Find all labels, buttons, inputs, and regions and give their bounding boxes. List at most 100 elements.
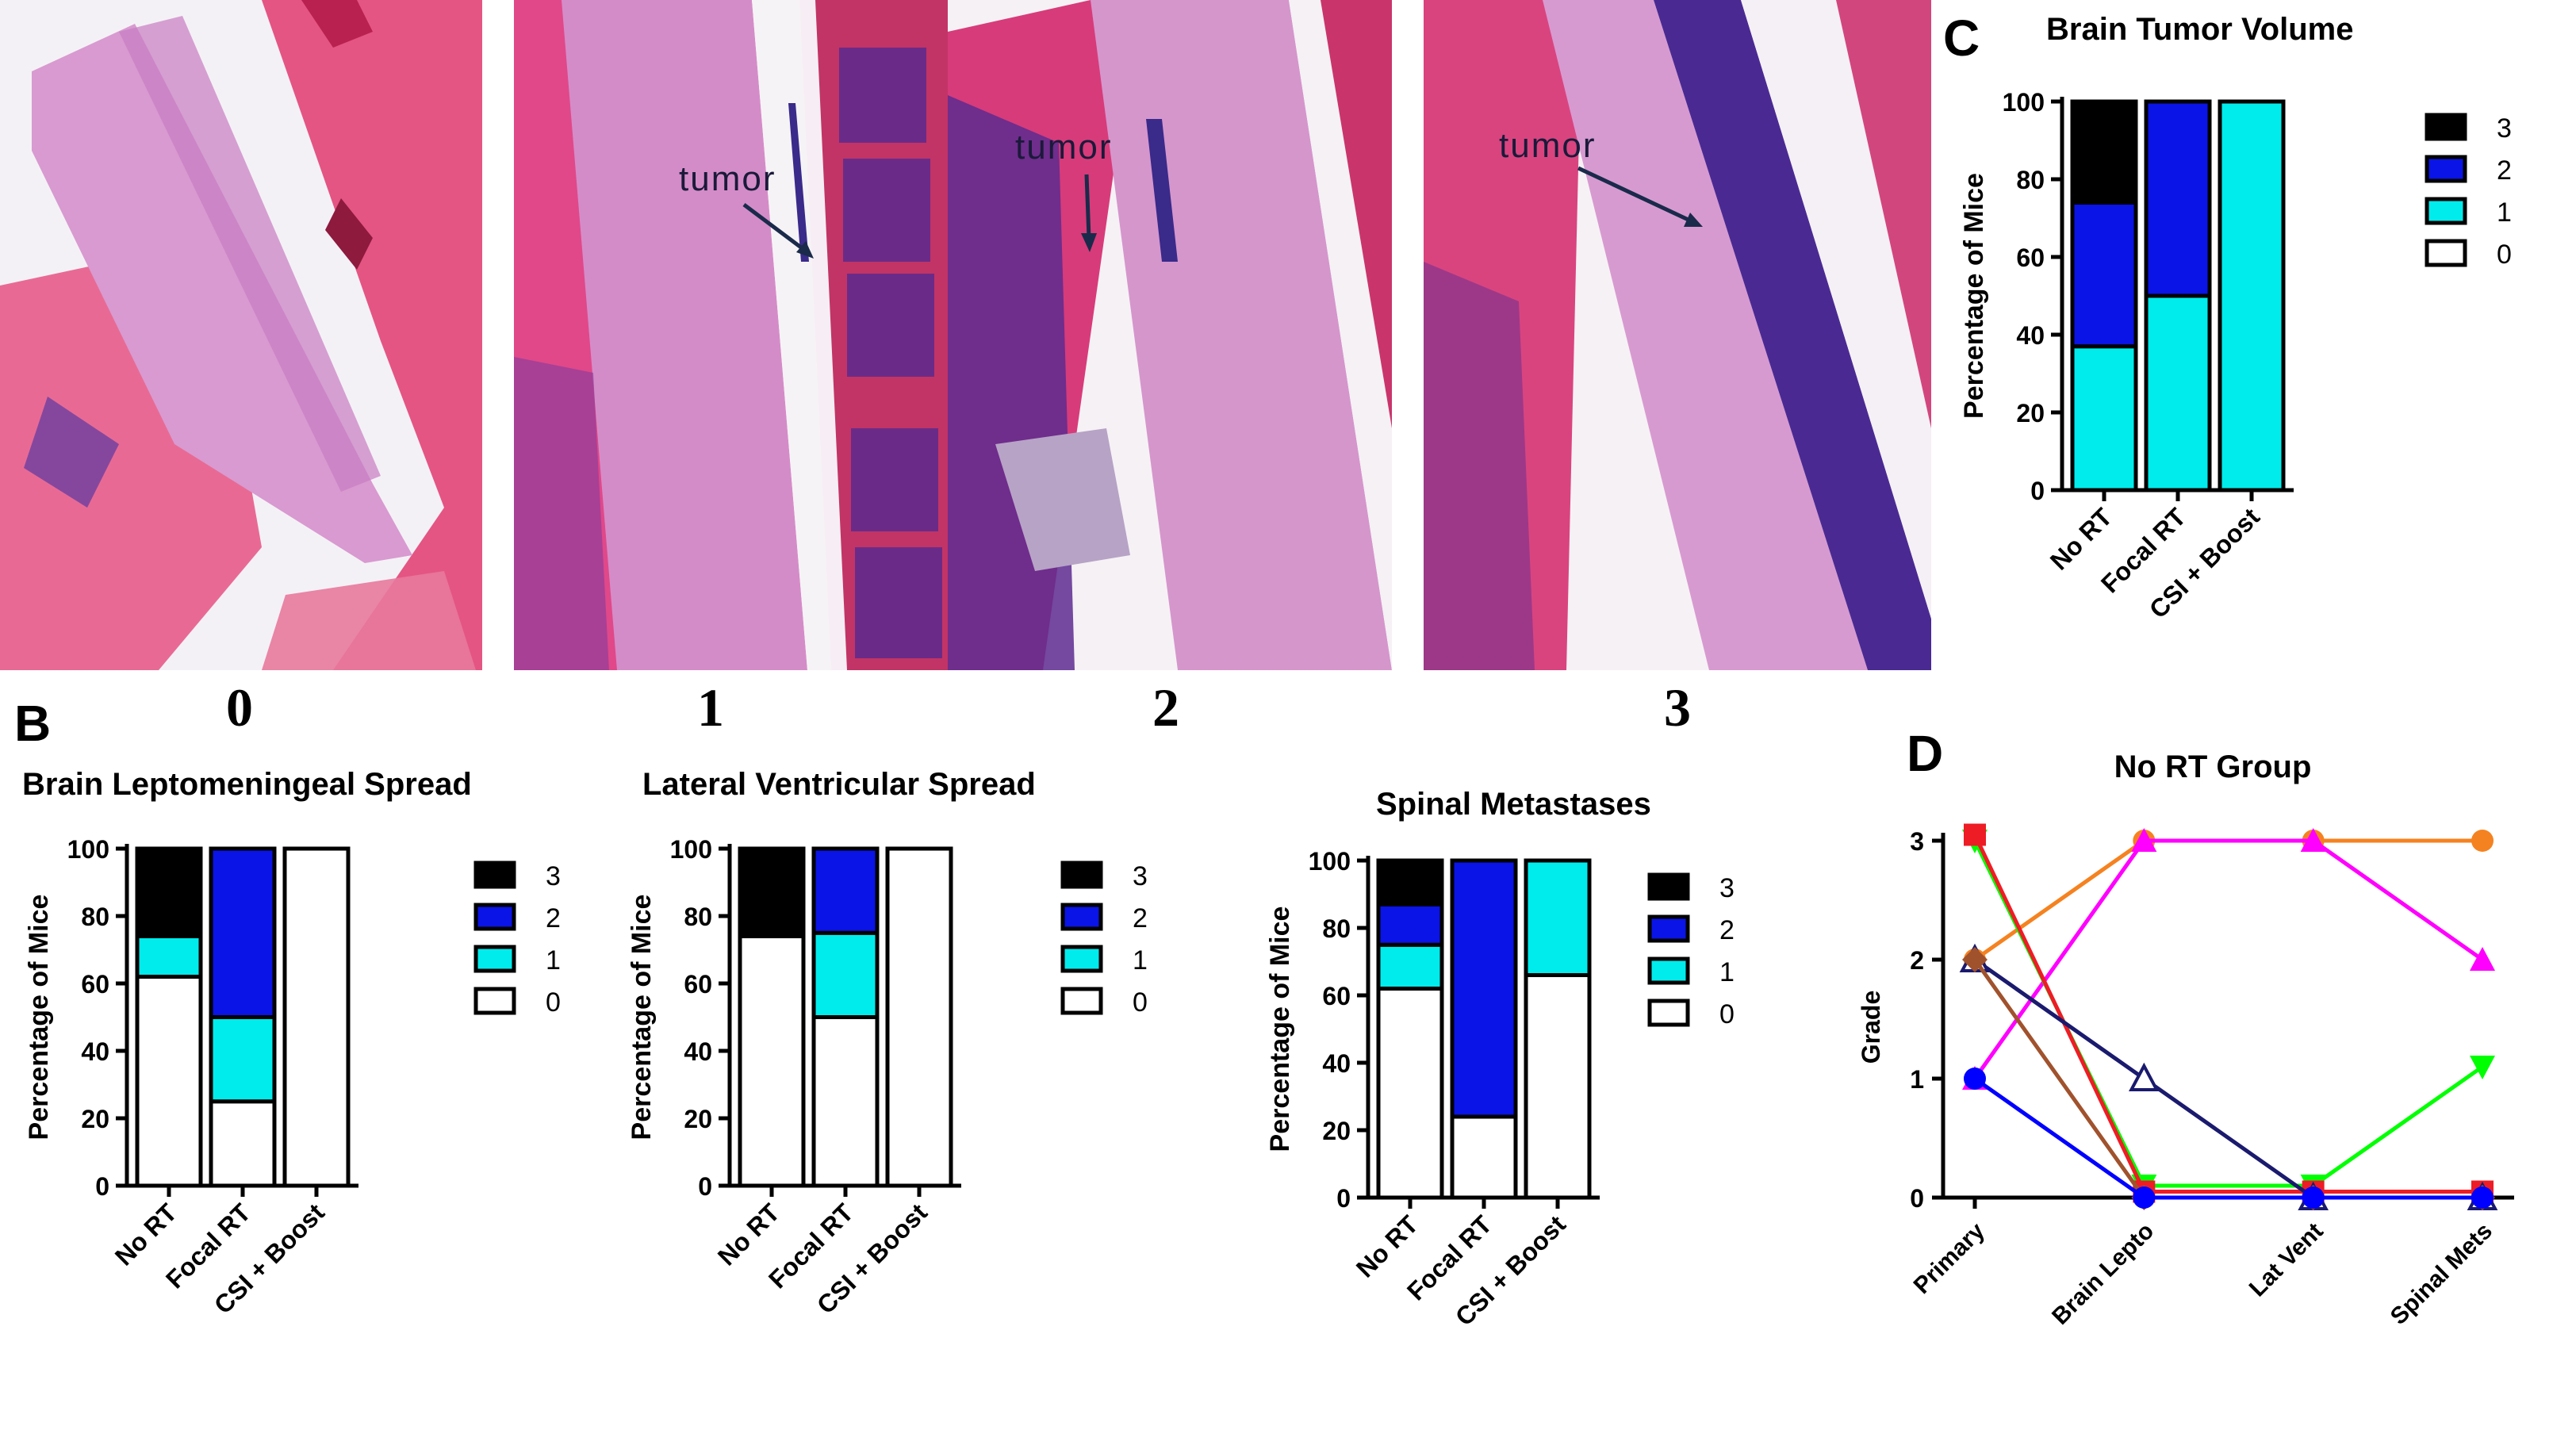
- legend-swatch-grade-2: [1060, 903, 1103, 931]
- line-series-7: [1964, 1068, 2494, 1209]
- bar-segment-grade-0: [885, 846, 953, 1188]
- chart-brain-leptomeningeal-spread: Brain Leptomeningeal Spread Percentage of…: [22, 767, 561, 1320]
- bar-segment-grade-2: [811, 846, 880, 935]
- marker-triangle-up: [2131, 828, 2157, 852]
- panel-letter-b: B: [14, 695, 52, 752]
- bar-segment-grade-3: [2070, 99, 2138, 205]
- tumor-label-grade-2: tumor: [1015, 128, 1112, 167]
- y-tick-label: 60: [2016, 243, 2045, 272]
- y-tick-label: 60: [1322, 982, 1351, 1010]
- panel-letter-d: D: [1907, 725, 1944, 782]
- x-tick-label: No RT: [2045, 502, 2118, 575]
- histology-image-grade-3: tumor: [1424, 0, 1931, 670]
- grade-label-3: 3: [1664, 677, 1691, 738]
- legend-swatch-grade-3: [1647, 872, 1690, 901]
- legend-label: 1: [1719, 957, 1735, 987]
- x-tick-label: Primary: [1909, 1217, 1991, 1299]
- x-tick-label: Spinal Mets: [2386, 1218, 2497, 1330]
- y-tick-label: 0: [698, 1172, 712, 1201]
- series-line: [1972, 838, 2484, 1080]
- y-tick-label: 100: [1309, 847, 1351, 876]
- marker-triangle-up: [2470, 947, 2495, 971]
- chart-no-rt-group: No RT Group Grade 0 1 2 3 Primary Brain Lepto La…: [1857, 749, 2514, 1330]
- bar-segment-grade-2: [2144, 99, 2212, 298]
- legend-swatch-grade-2: [1647, 914, 1690, 943]
- y-tick-label: 40: [81, 1037, 109, 1066]
- bar-segment-grade-3: [738, 846, 806, 938]
- bar-segment-grade-0: [1376, 987, 1444, 1200]
- marker-triangle-up: [2300, 828, 2326, 852]
- grade-label-0: 0: [226, 677, 253, 738]
- legend-label: 2: [1133, 903, 1148, 933]
- line-series-4: [1964, 823, 2494, 1203]
- legend-swatch-grade-1: [473, 945, 516, 973]
- chart-title: Lateral Ventricular Spread: [642, 767, 1036, 802]
- y-axis-label: Percentage of Mice: [627, 895, 657, 1140]
- grade-label-1: 1: [697, 677, 724, 738]
- legend-swatch-grade-2: [2425, 155, 2467, 183]
- line-series-3: [1962, 830, 2495, 1198]
- bar-segment-grade-2: [1450, 858, 1518, 1119]
- y-tick-label: 80: [81, 903, 109, 931]
- y-tick-label: 0: [1336, 1184, 1351, 1213]
- y-tick-label: 60: [81, 970, 109, 999]
- y-tick-label: 0: [2030, 477, 2045, 505]
- y-tick-label: 20: [1322, 1117, 1351, 1145]
- bar-segment-grade-1: [2144, 293, 2212, 493]
- x-tick-label: No RT: [712, 1198, 785, 1271]
- legend-swatch-grade-1: [1647, 956, 1690, 985]
- grade-label-2: 2: [1152, 677, 1179, 738]
- y-axis-label: Percentage of Mice: [1959, 173, 1989, 419]
- bar-segment-grade-2: [2070, 200, 2138, 349]
- bar-segment-grade-0: [1450, 1114, 1518, 1200]
- legend-label: 1: [546, 945, 561, 976]
- bar-segment-grade-3: [1376, 858, 1444, 907]
- chart-lateral-ventricular-spread: Lateral Ventricular Spread Percentage of …: [627, 767, 1148, 1320]
- bar-segment-grade-1: [209, 1015, 277, 1104]
- legend-swatch-grade-0: [2425, 239, 2467, 267]
- y-tick-label: 3: [1910, 827, 1924, 856]
- y-tick-label: 100: [67, 835, 109, 864]
- panel-letter-c: C: [1943, 10, 1980, 67]
- y-tick-label: 0: [95, 1172, 109, 1201]
- bar-segment-grade-0: [1524, 973, 1592, 1200]
- y-tick-label: 2: [1910, 946, 1924, 975]
- marker-circle: [1964, 1068, 1986, 1090]
- y-tick-label: 1: [1910, 1065, 1924, 1094]
- legend-swatch-grade-0: [473, 987, 516, 1015]
- histology-image-grade-2: tumor: [948, 0, 1392, 670]
- x-tick-label: Brain Lepto: [2047, 1218, 2159, 1330]
- x-tick-label: No RT: [1351, 1209, 1424, 1282]
- marker-triangle-down: [2470, 1056, 2495, 1079]
- legend-swatch-grade-3: [1060, 861, 1103, 889]
- legend-label: 2: [2497, 155, 2512, 186]
- legend-swatch-grade-2: [473, 903, 516, 931]
- marker-circle: [2471, 1186, 2494, 1209]
- legend-label: 3: [546, 861, 561, 891]
- y-tick-label: 100: [2003, 88, 2045, 117]
- y-tick-label: 100: [670, 835, 712, 864]
- tumor-label-grade-3: tumor: [1499, 126, 1596, 165]
- legend-label: 2: [1719, 915, 1735, 945]
- chart-title: No RT Group: [2114, 749, 2312, 784]
- bar-segment-grade-1: [1376, 942, 1444, 991]
- legend-label: 1: [2497, 197, 2512, 228]
- bar-segment-grade-1: [135, 934, 203, 979]
- legend-swatch-grade-3: [2425, 113, 2467, 141]
- bar-segment-grade-0: [282, 846, 351, 1188]
- legend-swatch-grade-1: [1060, 945, 1103, 973]
- legend-swatch-grade-1: [2425, 197, 2467, 225]
- bar-segment-grade-1: [2218, 99, 2286, 493]
- bar-segment-grade-0: [811, 1015, 880, 1188]
- legend-label: 3: [2497, 113, 2512, 144]
- legend-label: 0: [546, 987, 561, 1018]
- bar-segment-grade-1: [1524, 858, 1592, 977]
- marker-circle: [2471, 830, 2494, 852]
- series-line: [1972, 834, 2482, 1194]
- bar-segment-grade-0: [209, 1099, 277, 1188]
- y-axis-label: Percentage of Mice: [24, 895, 54, 1140]
- legend-label: 0: [1719, 999, 1735, 1029]
- legend-swatch-grade-0: [1647, 999, 1690, 1027]
- marker-circle: [2302, 1186, 2325, 1209]
